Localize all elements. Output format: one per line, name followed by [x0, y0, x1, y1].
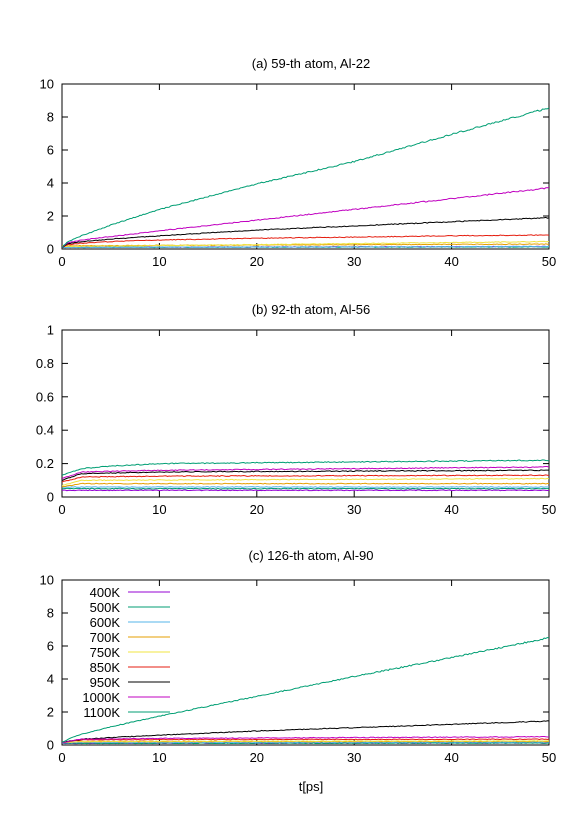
- panel-b-series-400k: [62, 489, 549, 492]
- panel-a-title: (a) 59-th atom, Al-22: [252, 56, 371, 71]
- panel-a-plot-frame: [61, 83, 550, 250]
- panel-c-plot-frame: [61, 579, 550, 746]
- panel-a-y-tick-label: 10: [40, 77, 54, 92]
- panel-b-series-1000k: [62, 466, 549, 480]
- panel-b-series-950k: [62, 469, 549, 482]
- panel-b-y-tick-label: 0.8: [36, 356, 54, 371]
- panel-b-series-850k: [62, 474, 549, 483]
- panel-c-y-tick-label: 8: [47, 606, 54, 621]
- panel-c-series-950k: [62, 720, 549, 743]
- panel-c-x-tick-label: 0: [58, 750, 65, 765]
- panel-a-series-950k: [62, 216, 549, 248]
- panel-c-x-tick-label: 50: [542, 750, 556, 765]
- legend-label-750k: 750K: [90, 645, 121, 660]
- panel-c-series-750k: [62, 740, 549, 744]
- panel-b-series-600k: [62, 486, 549, 488]
- panel-b-series-1100k: [62, 459, 549, 476]
- panel-c-series-1000k: [62, 735, 549, 744]
- panel-a-series-850k: [62, 234, 549, 248]
- panel-a-y-tick-label: 8: [47, 110, 54, 125]
- panel-b-y-tick-label: 0.4: [36, 423, 54, 438]
- panel-c-y-tick-label: 4: [47, 672, 54, 687]
- panel-b-series-700k: [62, 482, 549, 488]
- legend-label-1100k: 1100K: [83, 705, 120, 720]
- panel-b-x-tick-label: 0: [58, 502, 65, 517]
- panel-b: (b) 92-th atom, Al-56 0 10 20 30 40 50 0 0.2 0.4…: [36, 302, 556, 517]
- panel-c-series-group: [62, 636, 549, 745]
- panel-c-x-axis-label: t[ps]: [299, 779, 324, 794]
- legend-label-500k: 500K: [90, 600, 121, 615]
- legend-label-1000k: 1000K: [82, 690, 120, 705]
- panel-c-y-tick-label: 0: [47, 738, 54, 753]
- legend-label-600k: 600K: [90, 615, 121, 630]
- panel-b-title: (b) 92-th atom, Al-56: [252, 302, 371, 317]
- panel-a-series-group: [62, 107, 549, 249]
- panel-a-series-600k: [62, 245, 549, 249]
- panel-a-x-tick-label: 30: [347, 254, 361, 269]
- panel-b-y-tick-label: 0.2: [36, 456, 54, 471]
- panel-b-x-tick-label: 20: [250, 502, 264, 517]
- panel-b-y-tick-label: 0.6: [36, 389, 54, 404]
- panel-c-x-tick-label: 40: [444, 750, 458, 765]
- legend-label-950k: 950K: [90, 675, 121, 690]
- panel-c-y-tick-label: 6: [47, 639, 54, 654]
- panel-a-x-tick-label: 50: [542, 254, 556, 269]
- panel-c-x-tick-label: 30: [347, 750, 361, 765]
- panel-c-title: (c) 126-th atom, Al-90: [249, 548, 374, 563]
- panel-c-y-tick-label: 2: [47, 705, 54, 720]
- panel-b-series-750k: [62, 477, 549, 487]
- panel-b-x-tick-label: 10: [152, 502, 166, 517]
- panel-b-x-tick-label: 50: [542, 502, 556, 517]
- panel-a-x-tick-label: 10: [152, 254, 166, 269]
- panel-b-y-tick-label: 1: [47, 323, 54, 338]
- panel-a-y-tick-label: 6: [47, 143, 54, 158]
- panel-a-x-tick-label: 20: [250, 254, 264, 269]
- panel-c-series-850k: [62, 738, 549, 744]
- legend-label-700k: 700K: [90, 630, 121, 645]
- panel-b-y-tick-label: 0: [47, 490, 54, 505]
- panel-c-y-tick-label: 10: [40, 573, 54, 588]
- panel-b-x-tick-label: 40: [444, 502, 458, 517]
- panel-a: (a) 59-th atom, Al-22 0 10 20 30 40 50 0 2 4 6 8 10: [40, 56, 557, 269]
- panel-c: (c) 126-th atom, Al-90 t[ps] 0 10 20 30 40 50…: [40, 548, 557, 794]
- panel-a-series-1000k: [62, 187, 549, 248]
- panel-b-series-500k: [62, 487, 549, 490]
- panel-c-x-tick-label: 10: [152, 750, 166, 765]
- panel-b-series-group: [62, 459, 549, 492]
- panel-c-series-500k: [62, 742, 549, 745]
- panel-a-x-tick-label: 0: [58, 254, 65, 269]
- panel-a-x-tick-label: 40: [444, 254, 458, 269]
- panel-c-x-tick-label: 20: [250, 750, 264, 765]
- legend-label-850k: 850K: [90, 660, 121, 675]
- panel-b-x-tick-label: 30: [347, 502, 361, 517]
- panel-a-y-tick-label: 0: [47, 242, 54, 257]
- panel-a-series-1100k: [62, 107, 549, 248]
- panel-b-plot-frame: [61, 329, 550, 498]
- panel-a-series-750k: [62, 240, 549, 248]
- panel-a-series-700k: [62, 243, 549, 247]
- legend-label-400k: 400K: [90, 585, 121, 600]
- panel-c-series-1100k: [62, 636, 549, 743]
- panel-a-y-tick-label: 4: [47, 176, 54, 191]
- panel-a-y-tick-label: 2: [47, 209, 54, 224]
